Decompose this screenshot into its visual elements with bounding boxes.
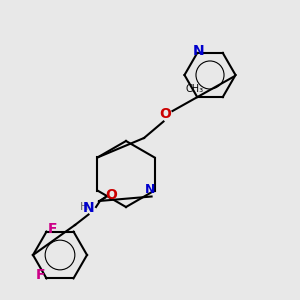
Text: F: F [36, 268, 45, 282]
Text: N: N [83, 202, 94, 215]
Text: F: F [48, 222, 57, 236]
Text: O: O [105, 188, 117, 202]
Text: N: N [145, 182, 155, 196]
Text: N: N [193, 44, 205, 58]
Text: CH₃: CH₃ [185, 84, 203, 94]
Text: H: H [80, 202, 88, 212]
Text: O: O [159, 107, 171, 121]
